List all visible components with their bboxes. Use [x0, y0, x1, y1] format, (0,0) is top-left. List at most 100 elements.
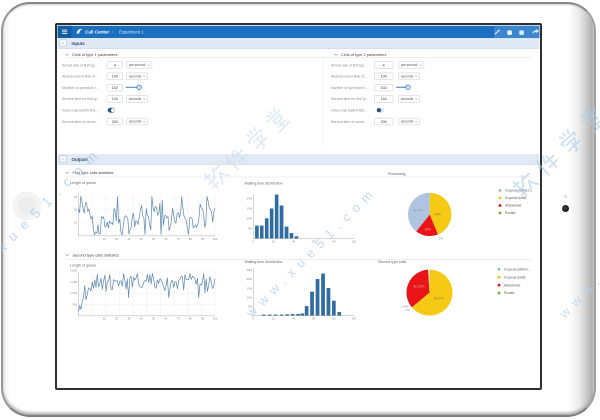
svg-text:seconds: seconds — [129, 75, 142, 79]
svg-text:First type calls statistics: First type calls statistics — [73, 170, 114, 175]
svg-text:80: 80 — [189, 316, 192, 320]
svg-text:0: 0 — [253, 240, 255, 244]
svg-text:www.xu: www.xu — [556, 251, 600, 322]
svg-text:Inputs: Inputs — [72, 41, 86, 46]
svg-text:Abandonment time of...: Abandonment time of... — [331, 75, 367, 79]
svg-text:seconds: seconds — [401, 120, 414, 124]
svg-text:20: 20 — [115, 237, 118, 241]
svg-text:Routed: Routed — [504, 291, 515, 295]
svg-text:100: 100 — [381, 75, 387, 79]
svg-text:144: 144 — [112, 97, 118, 101]
svg-text:144: 144 — [381, 97, 387, 101]
svg-text:In queue (total): In queue (total) — [505, 196, 526, 200]
svg-text:70: 70 — [177, 316, 180, 320]
svg-text:Length of queue: Length of queue — [70, 264, 96, 268]
svg-text:10%: 10% — [247, 295, 253, 299]
svg-text:Routed: Routed — [505, 211, 516, 215]
svg-text:90: 90 — [201, 316, 204, 320]
svg-text:100: 100 — [352, 317, 357, 321]
svg-text:seconds: seconds — [401, 97, 414, 101]
svg-text:Number of operators f...: Number of operators f... — [62, 86, 99, 90]
svg-text:Processing: Processing — [388, 172, 406, 176]
svg-text:100: 100 — [213, 316, 218, 320]
svg-text:Service time of secon...: Service time of secon... — [62, 120, 98, 124]
svg-text:Length of queue: Length of queue — [70, 181, 96, 185]
svg-text:40: 40 — [292, 240, 295, 244]
svg-text:25%: 25% — [247, 268, 253, 272]
svg-text:seconds: seconds — [129, 97, 142, 101]
svg-text:20%: 20% — [247, 277, 253, 281]
svg-text:per second: per second — [401, 63, 417, 67]
svg-text:Second type calls: Second type calls — [378, 260, 406, 264]
svg-text:70: 70 — [177, 237, 180, 241]
svg-text:10%: 10% — [247, 216, 253, 220]
svg-text:80: 80 — [332, 240, 335, 244]
svg-text:80: 80 — [189, 237, 192, 241]
svg-text:60: 60 — [164, 237, 167, 241]
svg-text:100: 100 — [213, 237, 218, 241]
svg-text:‹: ‹ — [62, 157, 64, 162]
svg-text:64.7%: 64.7% — [434, 297, 444, 301]
svg-text:50: 50 — [152, 316, 155, 320]
svg-text:Arrival rate of first typ...: Arrival rate of first typ... — [62, 63, 98, 67]
svg-text:500: 500 — [73, 302, 78, 306]
svg-text:100: 100 — [112, 75, 118, 79]
svg-text:1.76%: 1.76% — [401, 305, 409, 309]
svg-text:30: 30 — [128, 237, 131, 241]
svg-text:seconds: seconds — [129, 120, 142, 124]
svg-text:per second: per second — [129, 63, 145, 67]
svg-text:1,000: 1,000 — [70, 291, 77, 295]
svg-text:40: 40 — [140, 237, 143, 241]
svg-text:30: 30 — [74, 195, 77, 199]
svg-text:10: 10 — [103, 316, 106, 320]
svg-text:102: 102 — [112, 86, 118, 90]
svg-text:2%: 2% — [439, 237, 443, 241]
svg-text:60: 60 — [164, 316, 167, 320]
svg-text:90: 90 — [201, 237, 204, 241]
svg-text:200: 200 — [112, 120, 118, 124]
svg-text:›: › — [112, 29, 114, 34]
svg-text:Outputs: Outputs — [72, 157, 89, 162]
svg-text:20: 20 — [272, 317, 275, 321]
svg-text:30: 30 — [128, 316, 131, 320]
svg-text:20: 20 — [74, 208, 77, 212]
svg-text:100: 100 — [352, 240, 357, 244]
svg-text:Abandoned: Abandoned — [505, 204, 522, 208]
svg-text:Service time of secon...: Service time of secon... — [331, 120, 367, 124]
svg-text:5%: 5% — [248, 226, 252, 230]
svg-text:Number of operators f...: Number of operators f... — [331, 86, 368, 90]
svg-text:10: 10 — [103, 237, 106, 241]
svg-text:Experiment 1: Experiment 1 — [119, 29, 144, 34]
svg-text:Abandoned: Abandoned — [504, 283, 521, 287]
svg-text:Abandonment time of...: Abandonment time of... — [62, 75, 98, 79]
svg-text:Waiting time distribution: Waiting time distribution — [245, 182, 283, 186]
svg-text:Cells of type 1 parameters: Cells of type 1 parameters — [72, 52, 117, 57]
svg-text:2%: 2% — [406, 308, 410, 312]
svg-text:5%: 5% — [248, 304, 252, 308]
svg-text:Service time for first ty...: Service time for first ty... — [62, 97, 99, 101]
svg-text:1,500: 1,500 — [70, 280, 77, 284]
svg-text:200: 200 — [381, 120, 387, 124]
svg-text:37.7%: 37.7% — [413, 209, 423, 213]
svg-text:In queue (total): In queue (total) — [504, 275, 525, 279]
svg-text:‹: ‹ — [62, 41, 64, 46]
svg-text:Cells of type 2 parameters: Cells of type 2 parameters — [341, 52, 386, 57]
svg-text:60: 60 — [312, 240, 315, 244]
svg-text:15%: 15% — [247, 286, 253, 290]
svg-text:60: 60 — [312, 317, 315, 321]
svg-text:Voice mail switch first...: Voice mail switch first... — [62, 109, 98, 113]
svg-text:2,000: 2,000 — [70, 269, 77, 273]
svg-text:40: 40 — [140, 316, 143, 320]
svg-text:20: 20 — [272, 240, 275, 244]
svg-text:20%: 20% — [247, 197, 253, 201]
svg-text:40: 40 — [292, 317, 295, 321]
svg-text:10: 10 — [74, 220, 77, 224]
svg-text:Waiting time distribution: Waiting time distribution — [245, 260, 283, 264]
svg-text:15%: 15% — [247, 207, 253, 211]
svg-text:32.29%: 32.29% — [413, 285, 425, 289]
svg-text:20: 20 — [115, 316, 118, 320]
svg-text:Voice mail switch first...: Voice mail switch first... — [331, 109, 367, 113]
svg-text:102: 102 — [381, 86, 387, 90]
svg-text:In queue (within t...: In queue (within t... — [504, 268, 531, 272]
svg-text:80: 80 — [332, 317, 335, 321]
